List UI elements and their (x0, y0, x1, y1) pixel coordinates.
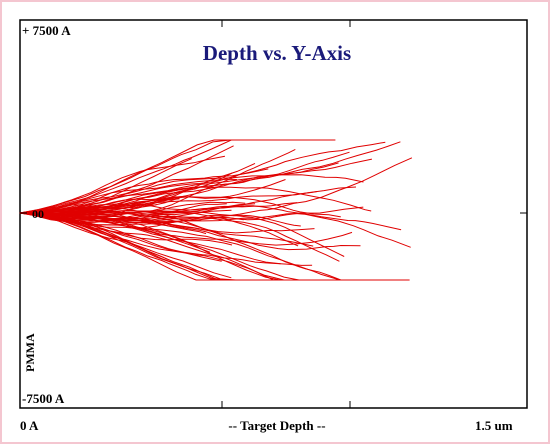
ion-trajectories (19, 139, 413, 281)
trajectory (19, 186, 372, 214)
y-bottom-label: -7500 A (22, 391, 65, 406)
trajectory (19, 212, 315, 234)
trajectory (19, 174, 364, 214)
trajectory (19, 212, 272, 281)
trajectory (19, 139, 311, 214)
trajectory (19, 209, 361, 251)
trajectory (19, 162, 256, 217)
origin-label: 00 (32, 207, 44, 221)
trajectory (19, 196, 177, 214)
trajectory (19, 196, 341, 218)
x-axis-title: -- Target Depth -- (228, 418, 325, 433)
trajectory (19, 139, 277, 214)
trajectory (19, 212, 353, 246)
y-top-label: + 7500 A (22, 23, 71, 38)
trajectory (19, 210, 340, 262)
trajectory (19, 191, 318, 214)
trajectory (19, 178, 237, 214)
trajectory (19, 205, 402, 231)
x-right-label: 1.5 um (475, 418, 513, 433)
x-left-label: 0 A (20, 418, 39, 433)
chart-title: Depth vs. Y-Axis (203, 41, 351, 65)
target-label: PMMA (23, 333, 37, 372)
trajectory (20, 212, 281, 281)
trajectory (19, 141, 386, 214)
trajectory (19, 211, 299, 247)
trajectory (19, 212, 345, 257)
trajectory (19, 155, 225, 214)
